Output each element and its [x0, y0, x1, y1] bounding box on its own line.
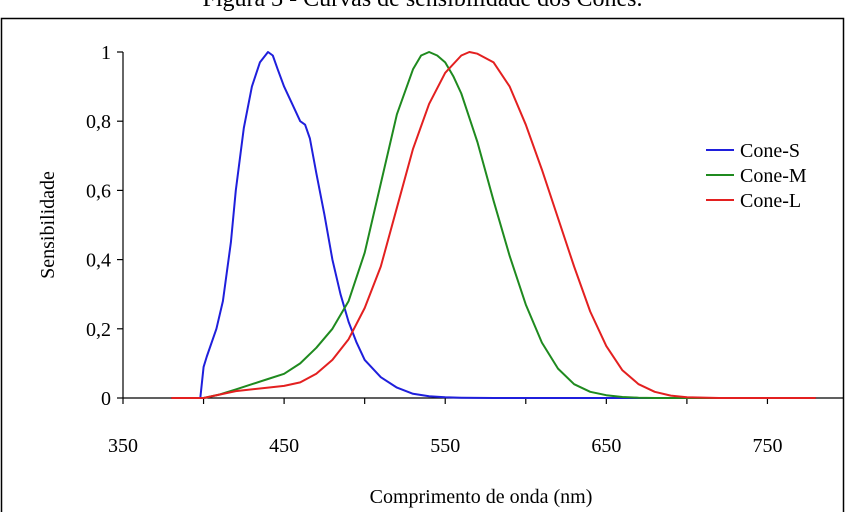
series-layer	[171, 51, 816, 399]
y-tick-label: 0,2	[86, 319, 111, 341]
figure-border	[0, 17, 845, 512]
legend-label: Cone-M	[740, 165, 807, 187]
x-tick-label: 450	[269, 435, 299, 457]
x-tick-label: 550	[430, 435, 460, 457]
y-tick-label: 0,6	[86, 180, 111, 202]
x-tick-label: 650	[591, 435, 621, 457]
x-tick-label: 350	[108, 435, 138, 457]
legend-label: Cone-L	[740, 190, 801, 212]
series-line-cone-l	[171, 51, 816, 399]
x-tick-label: 750	[752, 435, 782, 457]
series-line-cone-s	[171, 51, 816, 399]
legend: Cone-S Cone-M Cone-L	[706, 140, 807, 212]
y-tick-label: 0,8	[86, 111, 111, 133]
legend-label: Cone-S	[740, 140, 800, 162]
y-tick-label: 1	[101, 42, 111, 64]
x-axis-label: Comprimento de onda (nm)	[370, 486, 593, 508]
y-tick-label: 0,4	[86, 250, 111, 272]
series-line-cone-m	[171, 51, 816, 399]
y-axis-label: Sensibilidade	[37, 171, 59, 279]
y-tick-label: 0	[101, 388, 111, 410]
figure-caption: Figura 3 - Curvas de sensibilidade dos C…	[0, 0, 845, 13]
